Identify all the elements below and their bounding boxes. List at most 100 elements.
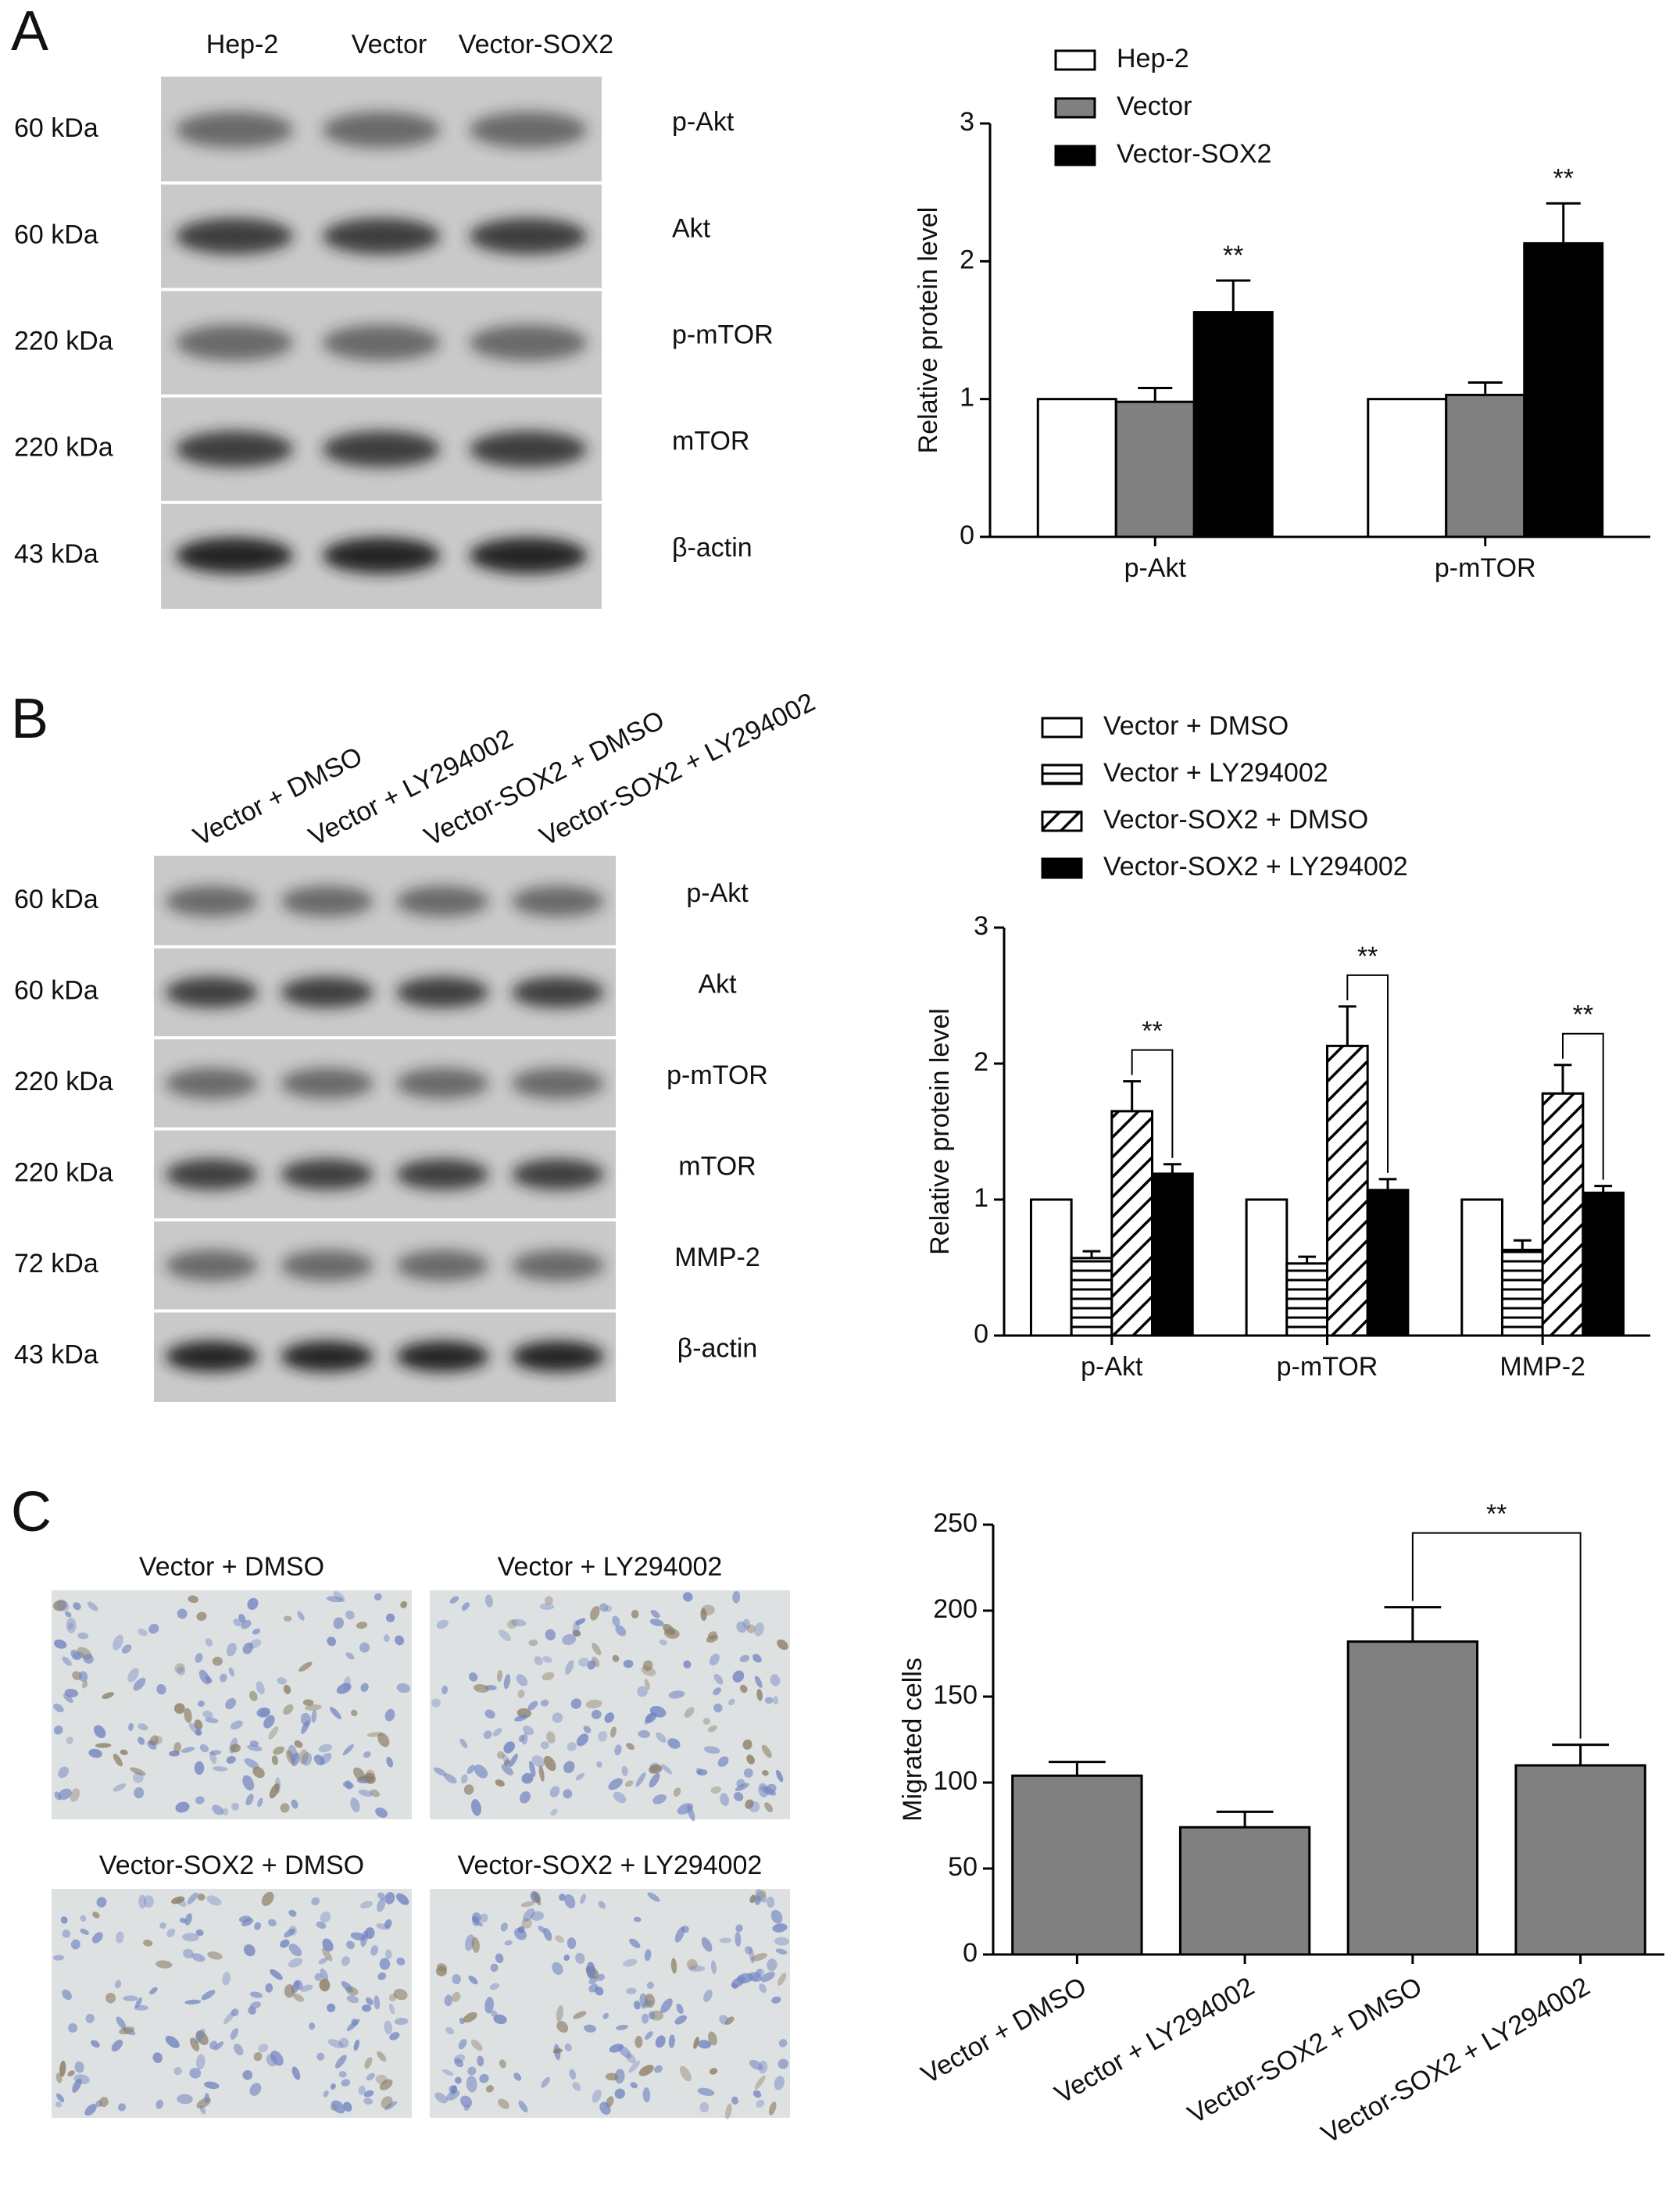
cell [194, 1761, 205, 1775]
band [281, 1340, 374, 1372]
cell [84, 2104, 97, 2116]
cell [649, 1618, 664, 1626]
cell [338, 2071, 347, 2078]
cell [58, 1766, 70, 1779]
cell [292, 1993, 305, 2002]
cell [443, 1773, 457, 1784]
cell [756, 2099, 765, 2108]
cell [87, 1601, 98, 1611]
band [396, 1340, 489, 1372]
panel-label: A [11, 0, 48, 63]
cell [351, 2019, 358, 2026]
cell [363, 2090, 374, 2097]
cell [441, 1685, 449, 1695]
cell [587, 1660, 596, 1670]
cell [754, 1895, 761, 1905]
cell [341, 2079, 351, 2087]
protein-label: mTOR [672, 427, 749, 456]
cell [614, 1744, 622, 1756]
bar [1460, 1198, 1503, 1337]
band [322, 431, 441, 467]
cell [469, 1672, 478, 1682]
cell [612, 1615, 620, 1627]
cell [284, 1984, 295, 1998]
cell [533, 1892, 542, 1906]
cell [331, 2083, 336, 2090]
cell [470, 2039, 483, 2051]
cell [743, 1768, 753, 1778]
cell [165, 2035, 180, 2048]
cell [683, 1660, 692, 1669]
cell [374, 1593, 382, 1600]
cell [634, 2001, 641, 2010]
cell [452, 1991, 461, 2002]
bar [1500, 1248, 1544, 1337]
bar [1245, 1198, 1289, 1337]
cell [563, 1761, 575, 1773]
cell [293, 1979, 303, 1990]
cell [345, 1652, 355, 1660]
legend-swatch [1041, 810, 1083, 832]
cell [520, 1791, 531, 1804]
legend-label: Vector + LY294002 [1103, 758, 1328, 788]
cell [670, 1958, 677, 1974]
x-tick-label: p-Akt [1124, 553, 1187, 583]
size-label: 72 kDa [14, 1249, 98, 1279]
cell [521, 1733, 528, 1745]
legend-label: Vector [1117, 91, 1192, 121]
cell [645, 1994, 656, 2008]
cell [742, 1739, 752, 1750]
cell [564, 1894, 576, 1908]
bar [1178, 1826, 1311, 1956]
cell [342, 1781, 354, 1789]
cell [663, 1628, 680, 1640]
cell [375, 1807, 388, 1819]
significance-bracket [1411, 1532, 1582, 1739]
cell [710, 1960, 717, 1975]
cell [499, 1629, 511, 1642]
error-bar [1163, 1163, 1181, 1174]
cell [121, 1644, 132, 1654]
cell [500, 1922, 508, 1932]
cell [245, 1794, 254, 1806]
cell [96, 1897, 107, 1908]
cell [268, 1726, 279, 1740]
cell [598, 1901, 606, 1909]
cell [199, 2105, 206, 2115]
bar [1070, 1257, 1113, 1337]
cell [138, 1723, 148, 1731]
panel-label: C [11, 1481, 52, 1543]
cell [552, 2048, 563, 2054]
cell [707, 1725, 717, 1733]
cell [256, 1681, 265, 1695]
cell [149, 1735, 159, 1746]
cell [541, 2076, 550, 2088]
significance: ** [1357, 942, 1378, 971]
y-tick-label: 200 [933, 1594, 978, 1624]
cell [231, 1802, 240, 1811]
cell [626, 1987, 637, 1994]
micrograph-caption: Vector + DMSO [139, 1552, 324, 1582]
cell [359, 1901, 374, 1909]
band [396, 1068, 489, 1100]
cell [608, 1778, 623, 1790]
cell [53, 1600, 67, 1611]
cell [247, 1597, 259, 1610]
band [281, 976, 374, 1008]
cell [221, 1808, 229, 1815]
cell [321, 1947, 333, 1962]
cell [173, 1742, 181, 1753]
cell [316, 2052, 325, 2061]
cell [363, 1751, 371, 1758]
cell [254, 1922, 262, 1930]
cell [242, 1775, 255, 1791]
cell [205, 1638, 213, 1647]
cell [567, 1742, 577, 1752]
cell [585, 1699, 602, 1709]
cell [732, 1590, 741, 1604]
x-tick-label: MMP-2 [1499, 1352, 1585, 1382]
cell [179, 1918, 187, 1923]
cell [776, 1769, 784, 1783]
cell [775, 1948, 788, 1954]
cell [576, 1733, 589, 1747]
